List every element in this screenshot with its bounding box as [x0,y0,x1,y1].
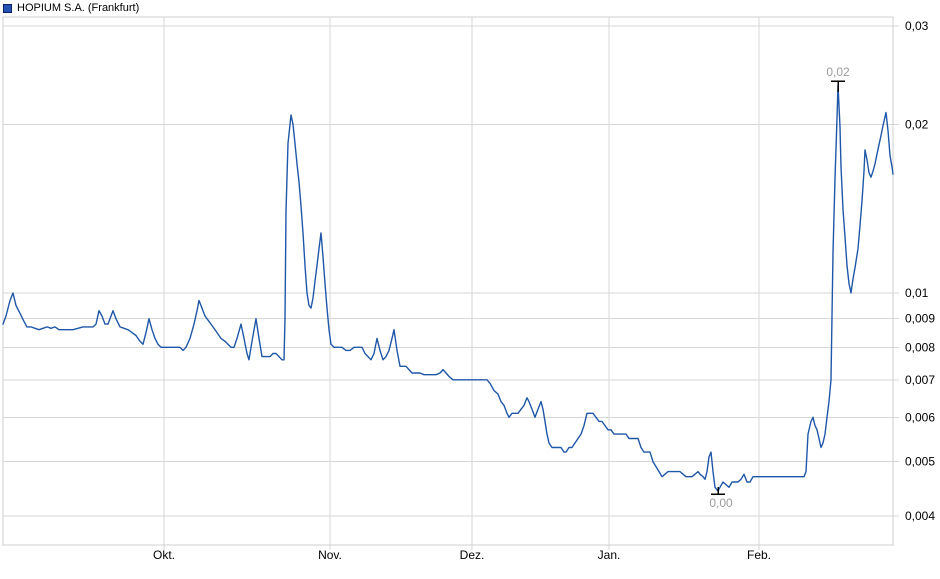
y-axis-label: 0,009 [905,312,935,326]
y-axis-label: 0,03 [905,19,929,33]
x-axis-label: Feb. [747,548,771,562]
y-axis-label: 0,02 [905,117,929,131]
y-axis-label: 0,005 [905,455,935,469]
instrument-name: HOPIUM S.A. (Frankfurt) [17,2,140,14]
y-axis-label: 0,006 [905,410,935,424]
x-axis-label: Dez. [460,548,485,562]
x-axis-label: Okt. [153,548,175,562]
y-axis-label: 0,004 [905,509,935,523]
chart-title: HOPIUM S.A. (Frankfurt) [3,1,139,15]
price-line [2,84,894,492]
y-axis-label: 0,008 [905,340,935,354]
low-price-label: 0,00 [709,496,733,510]
high-price-label: 0,02 [826,65,850,79]
x-axis-label: Nov. [318,548,342,562]
y-axis-label: 0,01 [905,286,929,300]
y-axis-label: 0,007 [905,373,935,387]
x-axis-label: Jan. [598,548,621,562]
plot-frame [2,16,894,546]
series-legend-square-icon [3,3,12,13]
